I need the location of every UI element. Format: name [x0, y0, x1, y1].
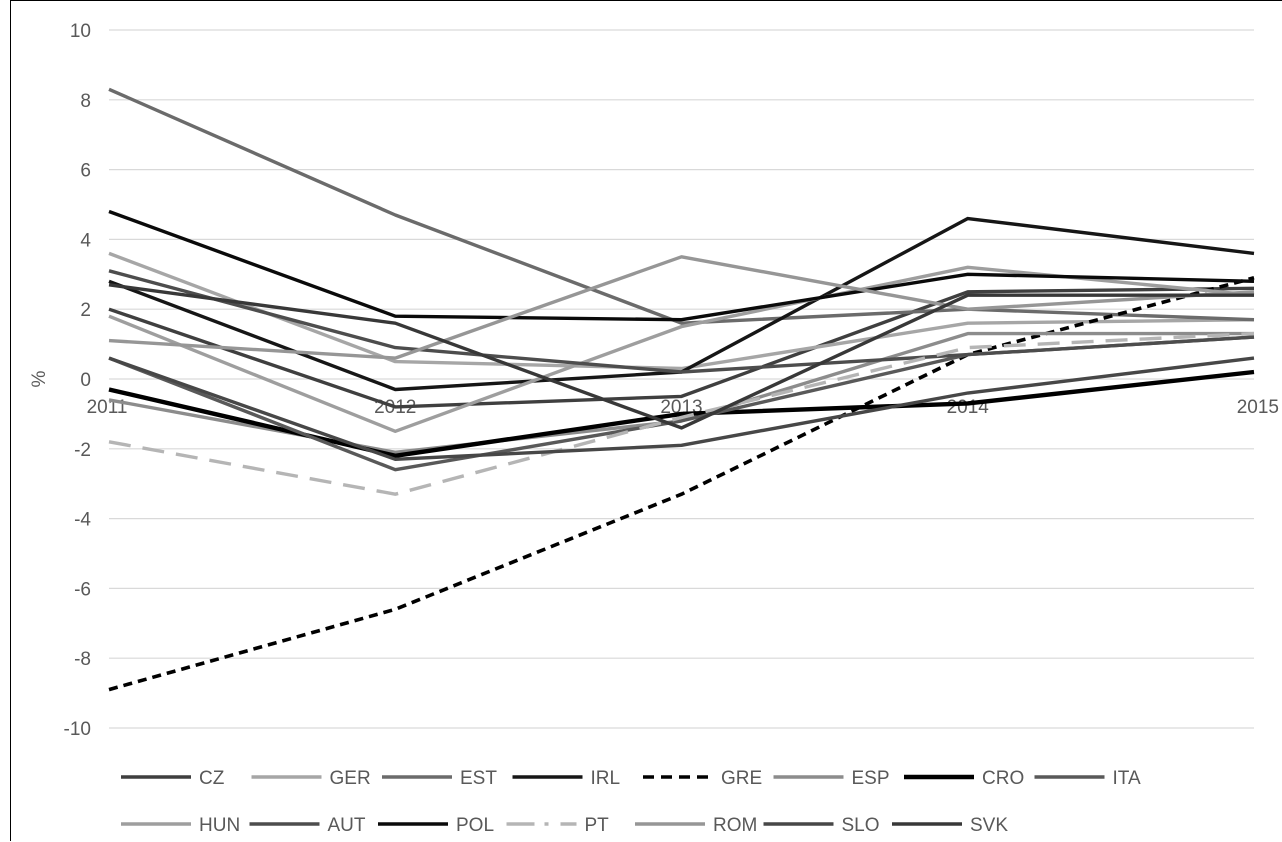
y-tick-label: 0: [80, 370, 91, 391]
legend-label-aut: AUT: [328, 815, 366, 836]
series-line-pol: [108, 209, 1255, 322]
legend-label-esp: ESP: [852, 768, 890, 789]
legend-label-cro: CRO: [982, 768, 1024, 789]
y-tick-label: 4: [80, 230, 91, 251]
y-tick-label: 8: [80, 91, 91, 112]
x-tick-label: 2011: [87, 397, 128, 418]
series-line-irl: [108, 216, 1255, 392]
gridlines: [109, 29, 1254, 729]
y-axis-label: %: [29, 370, 50, 387]
series-line-est: [108, 87, 1255, 325]
legend-label-ger: GER: [330, 768, 371, 789]
series-line-slo: [108, 356, 1255, 461]
series-lines: [108, 87, 1255, 692]
series-line-gre: [108, 276, 1255, 692]
legend-label-gre: GRE: [721, 768, 762, 789]
chart-frame: 10 8 6 4 2 0 -2 -4 -6 -8 -10 2011 2012 2013 2014 2015 …: [10, 0, 1282, 841]
legend-label-slo: SLO: [842, 815, 880, 836]
y-tick-label: 6: [80, 161, 91, 182]
y-tick-label: -10: [64, 719, 91, 740]
legend-label-rom: ROM: [713, 815, 757, 836]
legend-label-cz: CZ: [199, 768, 225, 789]
series-line-aut: [108, 269, 1255, 374]
y-tick-label: -2: [74, 440, 91, 461]
legend-label-est: EST: [460, 768, 497, 789]
legend-label-irl: IRL: [591, 768, 621, 789]
legend-label-svk: SVK: [970, 815, 1008, 836]
x-tick-label: 2015: [1237, 397, 1279, 418]
series-line-svk: [108, 283, 1254, 430]
y-axis-ticks: 10 8 6 4 2 0 -2 -4 -6 -8 -10: [64, 21, 92, 740]
legend-label-ita: ITA: [1113, 768, 1141, 789]
legend-label-pol: POL: [456, 815, 494, 836]
legend-label-pt: PT: [585, 815, 610, 836]
series-line-rom: [108, 255, 1255, 360]
series-line-ger: [108, 251, 1255, 371]
y-tick-label: 2: [80, 300, 91, 321]
y-tick-label: -8: [74, 649, 91, 670]
series-line-cz: [108, 286, 1255, 409]
series-line-pt: [108, 331, 1255, 496]
y-tick-label: -6: [74, 579, 91, 600]
y-tick-label: -4: [74, 510, 91, 531]
y-tick-label: 10: [70, 21, 91, 42]
legend-label-hun: HUN: [199, 815, 240, 836]
legend: CZ GER EST IRL GRE ESP CRO ITA HUN AUT POL PT ROM SLO…: [121, 768, 1141, 836]
